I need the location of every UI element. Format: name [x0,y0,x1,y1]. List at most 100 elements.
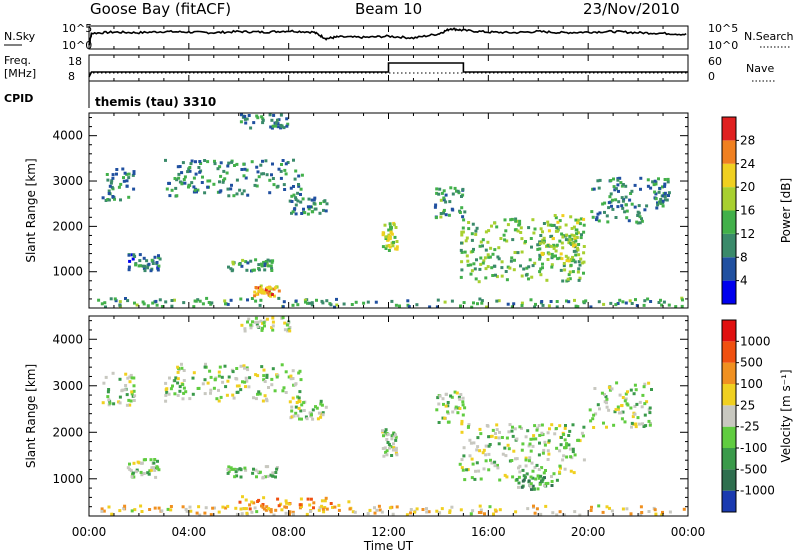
velocity-cell [324,496,328,500]
power-cell [653,190,657,194]
velocity-cell [543,440,547,444]
velocity-cell [383,430,387,434]
power-cell [504,270,508,273]
velocity-cell [107,505,111,509]
velocity-cell [490,434,494,438]
power-cell [290,211,293,215]
velocity-colorbar-swatch [722,405,736,427]
velocity-cell [540,480,544,484]
power-cell [530,275,534,279]
power-cell [546,220,550,224]
power-cell [614,187,618,191]
power-cell [153,255,157,259]
velocity-cell [605,425,608,429]
power-cell [155,303,159,307]
velocity-cell [224,506,228,510]
velocity-cell [494,432,497,435]
velocity-cell [442,402,445,406]
velocity-cell [243,327,247,331]
power-cell [602,302,606,306]
velocity-cell [203,378,207,382]
power-cell [291,210,295,214]
power-cell [271,162,274,166]
power-cell [597,219,601,223]
velocity-cell [124,384,128,387]
velocity-cell [475,461,479,465]
power-cell [283,188,287,191]
velocity-cell [130,376,134,380]
power-cell [160,305,164,308]
velocity-cell [152,466,155,470]
power-cell [270,118,274,122]
power-cell [628,299,632,303]
power-cell [646,178,650,182]
velocity-cell [479,508,483,512]
velocity-cell [518,464,522,468]
power-cell [194,160,197,164]
velocity-cell [531,444,535,448]
power-cell [139,264,143,268]
power-cell [646,297,650,301]
velocity-cell [562,513,566,517]
velocity-colorbar-label: -100 [740,441,767,455]
power-cell [539,234,543,237]
power-cell [254,258,258,262]
power-cell [406,299,410,303]
power-cell [322,208,325,212]
velocity-cell [479,432,483,436]
velocity-cell [562,454,566,458]
velocity-cell [176,365,180,369]
velocity-cell [238,467,242,471]
power-cell [390,299,394,303]
velocity-cell [231,370,235,374]
freq-tick-top: 18 [68,55,82,68]
velocity-cell [555,446,559,450]
power-cell [238,188,242,192]
velocity-cell [130,390,134,394]
power-cell [456,189,460,193]
power-cell [522,267,526,271]
velocity-cell [302,409,306,412]
velocity-cell [262,378,266,382]
velocity-cell [321,413,325,417]
velocity-cell [533,424,537,428]
velocity-cell [295,401,299,404]
power-cell [289,186,293,190]
power-cell [518,222,522,226]
x-tick-label: 00:00 [671,525,706,539]
velocity-cell [131,471,135,475]
velocity-cell [223,364,227,368]
velocity-cell [550,480,554,483]
power-cell [290,194,294,198]
power-cell [610,204,613,208]
power-cell [192,305,196,309]
power-cell [391,244,395,248]
velocity-cell [488,435,492,438]
velocity-cell [578,513,582,517]
power-cell [614,303,618,307]
power-cell [606,220,610,224]
power-cell [538,257,542,261]
power-cell [383,223,387,227]
power-cell [439,198,443,202]
power-cell [470,269,474,273]
power-cell [659,200,662,204]
power-cell [520,304,524,307]
velocity-cell [258,470,262,474]
velocity-cell [271,474,275,478]
power-cell [558,256,562,260]
power-cell [577,267,581,271]
velocity-cell [204,506,208,510]
power-cell [175,194,179,198]
velocity-cell [176,377,180,381]
velocity-cell [558,510,562,514]
velocity-cell [461,396,465,400]
power-cell [149,269,153,273]
velocity-cell [460,458,464,462]
power-cell [115,168,119,171]
velocity-cell [284,499,288,503]
power-cell [261,118,265,122]
velocity-cell [384,450,388,454]
power-cell [183,181,187,185]
